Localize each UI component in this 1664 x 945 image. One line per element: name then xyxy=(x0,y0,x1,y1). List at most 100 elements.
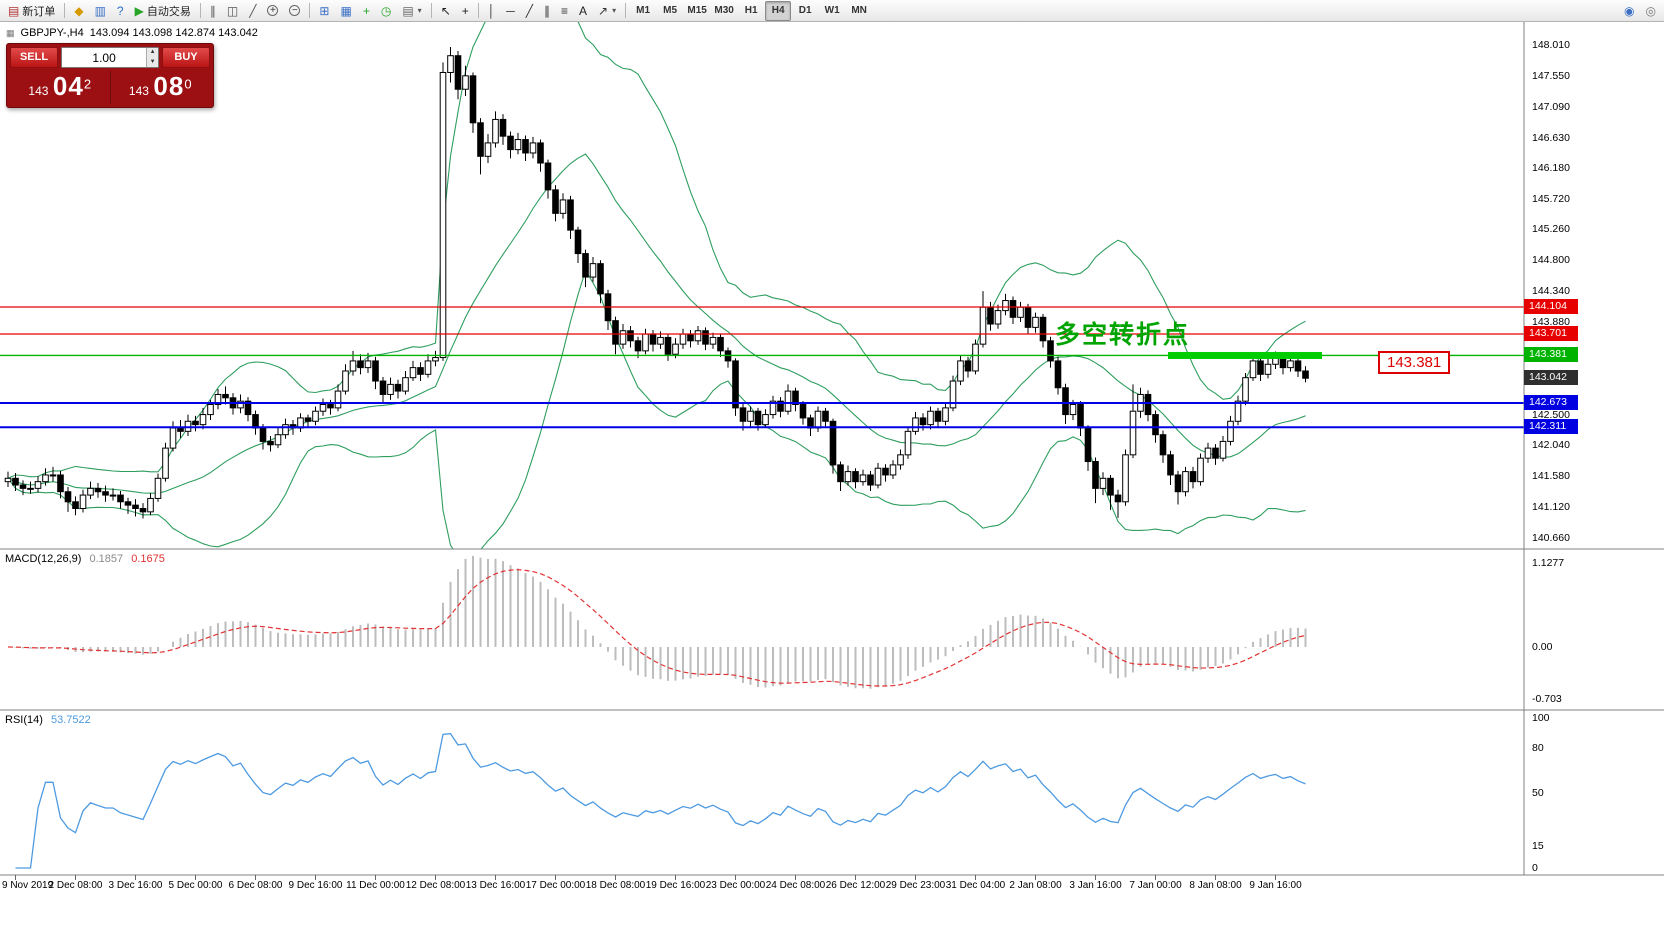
volume-input[interactable] xyxy=(62,48,147,67)
price-line-badge: 144.104 xyxy=(1524,298,1578,314)
price-tick-label: 146.630 xyxy=(1532,131,1570,144)
svg-text:7 Jan 00:00: 7 Jan 00:00 xyxy=(1129,880,1182,891)
one-click-trade-panel: SELL ▲ ▼ BUY 143 042 143 080 xyxy=(6,43,214,108)
candlestick-chart-button[interactable]: ◫ xyxy=(222,1,243,21)
timeframe-m1-button[interactable]: M1 xyxy=(636,5,651,16)
crosshair-button[interactable]: + xyxy=(457,1,474,21)
volume-field: ▲ ▼ xyxy=(61,47,159,68)
svg-text:18 Dec 08:00: 18 Dec 08:00 xyxy=(586,880,646,891)
svg-text:9 Dec 16:00: 9 Dec 16:00 xyxy=(289,880,343,891)
svg-text:2 Jan 08:00: 2 Jan 08:00 xyxy=(1009,880,1062,891)
price-axis[interactable]: 148.010 147.550 147.090 146.630 146.180 145.7… xyxy=(1524,22,1664,945)
auto-trading-button[interactable]: ▶ 自动交易 xyxy=(130,1,196,21)
help-icon: ? xyxy=(116,3,124,18)
volume-down-button[interactable]: ▼ xyxy=(147,57,158,67)
macd-axis-label: -0.703 xyxy=(1532,693,1562,706)
buy-price-sup: 0 xyxy=(184,76,192,92)
buy-price-big: 08 xyxy=(153,71,185,101)
sell-price-big: 04 xyxy=(52,71,84,101)
sell-button[interactable]: SELL xyxy=(10,47,58,68)
buy-button[interactable]: BUY xyxy=(162,47,210,68)
timeframe-m15-button[interactable]: M15 xyxy=(687,5,707,16)
timeframe-w1-button[interactable]: W1 xyxy=(824,5,840,16)
trendline-button[interactable]: ╱ xyxy=(521,1,538,21)
templates-button[interactable]: ▤ ▾ xyxy=(397,1,426,21)
arrows-tool-button[interactable]: ↗ ▾ xyxy=(593,1,621,21)
horizontal-line-button[interactable]: ─ xyxy=(501,1,520,21)
svg-text:3 Dec 16:00: 3 Dec 16:00 xyxy=(109,880,163,891)
auto-trading-icon: ▶ xyxy=(134,3,144,18)
timeframe-m5-button[interactable]: M5 xyxy=(663,5,678,16)
price-tick-label: 147.550 xyxy=(1532,69,1570,82)
toolbar-separator xyxy=(64,3,66,18)
svg-text:2 Dec 08:00: 2 Dec 08:00 xyxy=(49,880,103,891)
timeframe-h4-button[interactable]: H4 xyxy=(765,0,792,21)
toolbar-separator xyxy=(430,3,432,18)
zoom-in-button[interactable]: + xyxy=(262,1,283,21)
new-order-label: 新订单 xyxy=(22,5,56,18)
timeframe-mn-button[interactable]: MN xyxy=(851,5,867,16)
svg-text:5 Dec 00:00: 5 Dec 00:00 xyxy=(169,880,223,891)
price-tick-label: 145.720 xyxy=(1532,192,1570,205)
favorites-button[interactable]: ◆ xyxy=(69,1,88,21)
tile-windows-button[interactable]: ▦ xyxy=(335,1,356,21)
sell-price[interactable]: 143 042 xyxy=(10,71,111,104)
favorites-icon: ◆ xyxy=(74,3,84,18)
main-toolbar: ▤ 新订单 ◆ ▥? ▶ 自动交易 ∥ ◫ ╱ + − ⊞ ▦ + ◷ ▤ ▾ ↖ + │ ─ ╱ ∥ ≡ A ↗ ▾ M1 M5 M15… xyxy=(0,0,1664,22)
line-chart-button[interactable]: ╱ xyxy=(244,1,261,21)
data-window-icon: ▥ xyxy=(94,3,106,18)
help-button[interactable]: ? xyxy=(112,1,129,21)
data-window-button[interactable]: ▥ xyxy=(90,1,111,21)
community-icon: ◉ xyxy=(1624,3,1635,18)
dropdown-arrow-icon: ▾ xyxy=(417,6,422,15)
svg-text:13 Dec 16:00: 13 Dec 16:00 xyxy=(466,880,526,891)
timeframe-m30-button[interactable]: M30 xyxy=(714,5,734,16)
trendline-icon: ╱ xyxy=(525,3,534,18)
new-order-button[interactable]: ▤ 新订单 xyxy=(3,1,60,21)
vertical-line-button[interactable]: │ xyxy=(483,1,501,21)
rsi-value: 53.7522 xyxy=(50,714,91,726)
bar-chart-icon: ∥ xyxy=(209,3,216,18)
chart-region: 9 Nov 2019 2 Dec 08:00 3 Dec 16:00 5 Dec 00… xyxy=(0,22,1664,945)
cursor-button[interactable]: ↖ xyxy=(436,1,456,21)
price-tick-label: 141.120 xyxy=(1532,501,1570,514)
price-tick-label: 142.500 xyxy=(1532,408,1570,421)
search-button[interactable]: ◎ xyxy=(1641,1,1661,21)
macd-axis-label: 1.1277 xyxy=(1532,556,1565,569)
svg-text:8 Jan 08:00: 8 Jan 08:00 xyxy=(1189,880,1242,891)
dropdown-arrow-icon: ▾ xyxy=(612,6,617,15)
channel-icon: ∥ xyxy=(544,3,551,18)
price-tick-label: 147.090 xyxy=(1532,100,1570,113)
community-button[interactable]: ◉ xyxy=(1619,1,1639,21)
macd-signal-value: 0.1675 xyxy=(131,553,165,565)
candlestick-chart-icon: ◫ xyxy=(226,3,239,18)
buy-price[interactable]: 143 080 xyxy=(111,71,211,104)
timeframe-h1-button[interactable]: H1 xyxy=(744,5,758,16)
periods-button[interactable]: ◷ xyxy=(376,1,396,21)
sell-price-sup: 2 xyxy=(83,76,92,92)
timeframe-d1-button[interactable]: D1 xyxy=(798,5,812,16)
ohlc-values: 143.094 143.098 142.874 143.042 xyxy=(89,27,258,39)
channel-button[interactable]: ∥ xyxy=(539,1,555,21)
fibonacci-button[interactable]: ≡ xyxy=(556,1,573,21)
price-tick-label: 144.340 xyxy=(1532,285,1570,298)
indicators-button[interactable]: + xyxy=(358,1,375,21)
periods-icon: ◷ xyxy=(380,3,392,18)
volume-up-button[interactable]: ▲ xyxy=(147,48,158,58)
toolbar-separator xyxy=(309,3,311,18)
price-line-badge: 143.381 xyxy=(1524,347,1578,363)
buy-price-main: 143 xyxy=(128,84,149,98)
new-order-icon: ▤ xyxy=(8,3,20,18)
bar-chart-button[interactable]: ∥ xyxy=(205,1,221,21)
svg-text:6 Dec 08:00: 6 Dec 08:00 xyxy=(229,880,283,891)
macd-indicator-label: MACD(12,26,9) 0.1857 0.1675 xyxy=(5,553,165,565)
svg-text:26 Dec 12:00: 26 Dec 12:00 xyxy=(826,880,886,891)
rsi-axis-label: 0 xyxy=(1532,862,1538,874)
grid-button[interactable]: ⊞ xyxy=(314,1,334,21)
price-line-badge: 142.673 xyxy=(1524,394,1578,410)
zoom-out-button[interactable]: − xyxy=(284,1,305,21)
arrows-tool-icon: ↗ xyxy=(598,3,609,18)
svg-text:17 Dec 00:00: 17 Dec 00:00 xyxy=(526,880,586,891)
text-tool-button[interactable]: A xyxy=(574,1,592,21)
